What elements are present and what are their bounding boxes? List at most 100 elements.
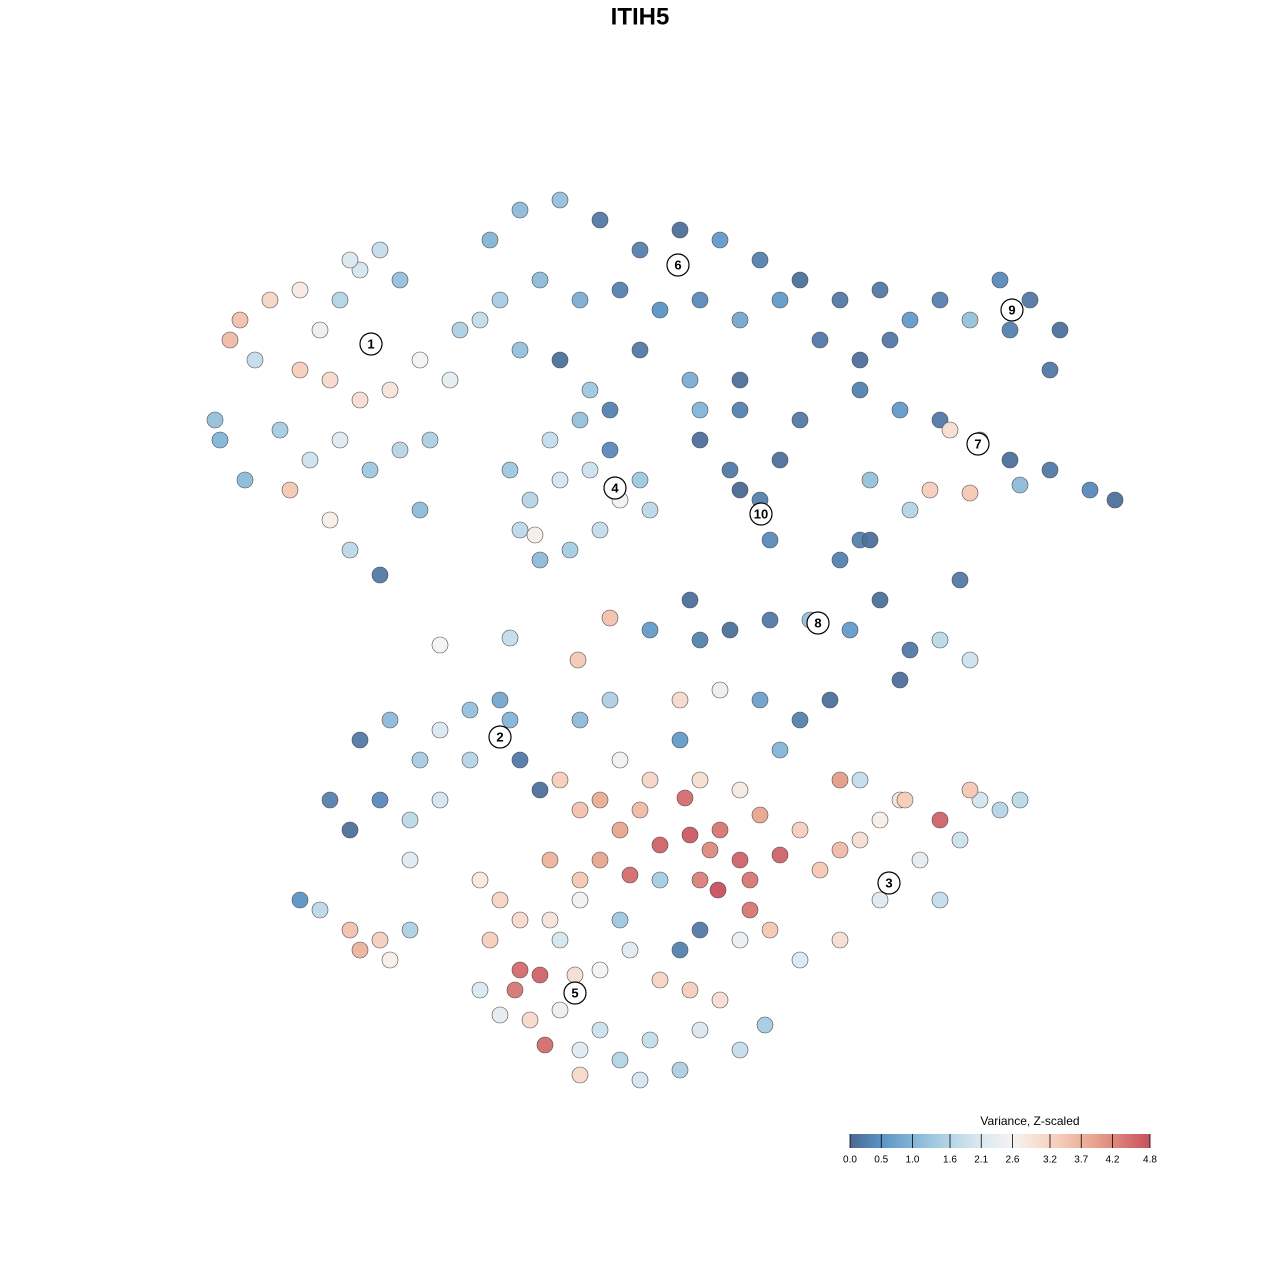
point: [581, 461, 599, 479]
point: [481, 931, 499, 949]
point: [921, 481, 939, 499]
point: [401, 921, 419, 939]
point: [371, 241, 389, 259]
colorbar: [850, 1134, 1150, 1148]
point: [311, 321, 329, 339]
point: [311, 901, 329, 919]
point: [811, 861, 829, 879]
cluster-badge: [966, 432, 990, 456]
point: [631, 801, 649, 819]
cluster-label: 4: [611, 480, 619, 495]
point: [751, 691, 769, 709]
point: [431, 791, 449, 809]
cluster-label: 8: [814, 615, 821, 630]
point: [391, 441, 409, 459]
point: [601, 691, 619, 709]
point: [841, 621, 859, 639]
point: [611, 1051, 629, 1069]
point: [569, 651, 587, 669]
point: [1106, 491, 1124, 509]
point: [681, 826, 699, 844]
point: [731, 371, 749, 389]
cluster-label: 10: [754, 506, 768, 521]
point: [651, 971, 669, 989]
point: [771, 846, 789, 864]
point: [511, 521, 529, 539]
colorbar-tick-label: 0.5: [874, 1155, 888, 1166]
point: [471, 871, 489, 889]
point: [831, 551, 849, 569]
point: [701, 841, 719, 859]
point: [721, 461, 739, 479]
point: [591, 521, 609, 539]
point: [551, 351, 569, 369]
point: [691, 1021, 709, 1039]
point: [481, 231, 499, 249]
point: [291, 281, 309, 299]
point: [1041, 461, 1059, 479]
point: [821, 691, 839, 709]
point: [581, 381, 599, 399]
point: [871, 591, 889, 609]
point: [691, 401, 709, 419]
point: [531, 781, 549, 799]
point: [641, 501, 659, 519]
point: [511, 751, 529, 769]
cluster-badge: [666, 253, 690, 277]
point: [671, 731, 689, 749]
point: [831, 291, 849, 309]
point: [791, 411, 809, 429]
point: [951, 831, 969, 849]
point: [491, 1006, 509, 1024]
point: [566, 966, 584, 984]
point: [961, 311, 979, 329]
point: [351, 261, 369, 279]
cluster-label: 6: [674, 257, 681, 272]
point: [511, 961, 529, 979]
colorbar-tick-label: 1.6: [943, 1155, 957, 1166]
point: [541, 911, 559, 929]
point: [681, 591, 699, 609]
point: [751, 806, 769, 824]
point: [431, 721, 449, 739]
point: [231, 311, 249, 329]
point: [901, 311, 919, 329]
point: [991, 271, 1009, 289]
point: [791, 711, 809, 729]
colorbar-tick-label: 0.0: [843, 1155, 857, 1166]
point: [211, 431, 229, 449]
point: [601, 401, 619, 419]
legend: Variance, Z-scaled 0.0 0.5 1.0 1.6 2.1 2.6 3.2…: [843, 1114, 1157, 1165]
point: [791, 951, 809, 969]
point: [451, 321, 469, 339]
point: [901, 641, 919, 659]
point: [236, 471, 254, 489]
cluster-badge: [806, 611, 830, 635]
point: [571, 291, 589, 309]
point: [951, 571, 969, 589]
point: [711, 681, 729, 699]
point: [1001, 451, 1019, 469]
point: [676, 789, 694, 807]
point: [731, 931, 749, 949]
point: [871, 811, 889, 829]
point: [206, 411, 224, 429]
point: [351, 391, 369, 409]
colorbar-tick-label: 3.7: [1074, 1155, 1088, 1166]
cluster-label: 3: [885, 875, 892, 890]
colorbar-tick-label: 2.6: [1006, 1155, 1020, 1166]
point: [471, 981, 489, 999]
point: [641, 771, 659, 789]
point: [961, 781, 979, 799]
point: [731, 311, 749, 329]
point: [421, 431, 439, 449]
point: [761, 531, 779, 549]
point: [381, 381, 399, 399]
point: [1041, 361, 1059, 379]
point: [331, 291, 349, 309]
legend-title: Variance, Z-scaled: [980, 1114, 1079, 1128]
point: [271, 421, 289, 439]
point: [1081, 481, 1099, 499]
point: [851, 381, 869, 399]
